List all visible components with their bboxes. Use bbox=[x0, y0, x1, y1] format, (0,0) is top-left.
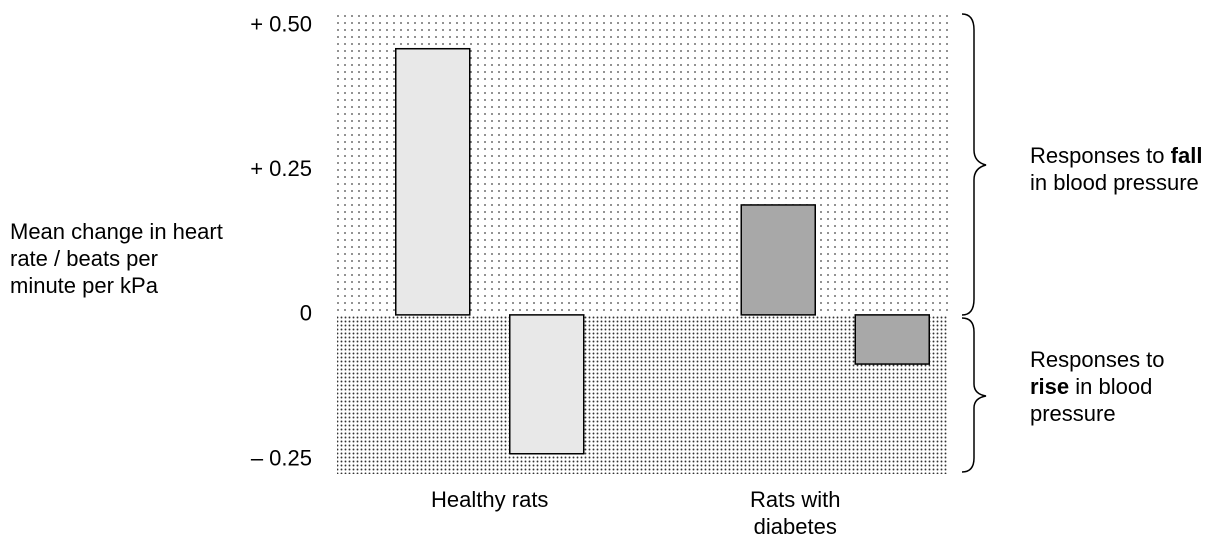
negative-region bbox=[337, 314, 948, 474]
brace-fall bbox=[961, 13, 987, 316]
annotation-text: in blood pressure bbox=[1030, 170, 1199, 195]
y-tick-label: – 0.25 bbox=[251, 445, 312, 470]
bar bbox=[740, 204, 816, 316]
annotation: Responses to fall in blood pressure bbox=[1030, 142, 1205, 196]
y-axis-label: Mean change in heart rate / beats per mi… bbox=[10, 219, 223, 298]
brace-rise bbox=[961, 317, 987, 473]
annotation-text: Responses to bbox=[1030, 347, 1165, 372]
x-tick-label: Rats with diabetes bbox=[750, 487, 841, 539]
annotation-text: Responses to bbox=[1030, 143, 1165, 168]
bar bbox=[395, 47, 471, 316]
annotation-emphasis: rise bbox=[1030, 374, 1070, 399]
annotation: Responses to rise in blood pressure bbox=[1030, 346, 1205, 427]
y-tick-label: + 0.50 bbox=[250, 11, 312, 36]
bar bbox=[509, 314, 585, 455]
x-tick-label: Healthy rats bbox=[431, 487, 549, 512]
annotation-emphasis: fall bbox=[1170, 143, 1203, 168]
marks bbox=[395, 47, 930, 455]
y-tick-label: 0 bbox=[300, 301, 312, 326]
y-tick-label: + 0.25 bbox=[250, 156, 312, 181]
bar bbox=[854, 314, 930, 365]
annotation-text: in blood pressure bbox=[1030, 374, 1153, 426]
